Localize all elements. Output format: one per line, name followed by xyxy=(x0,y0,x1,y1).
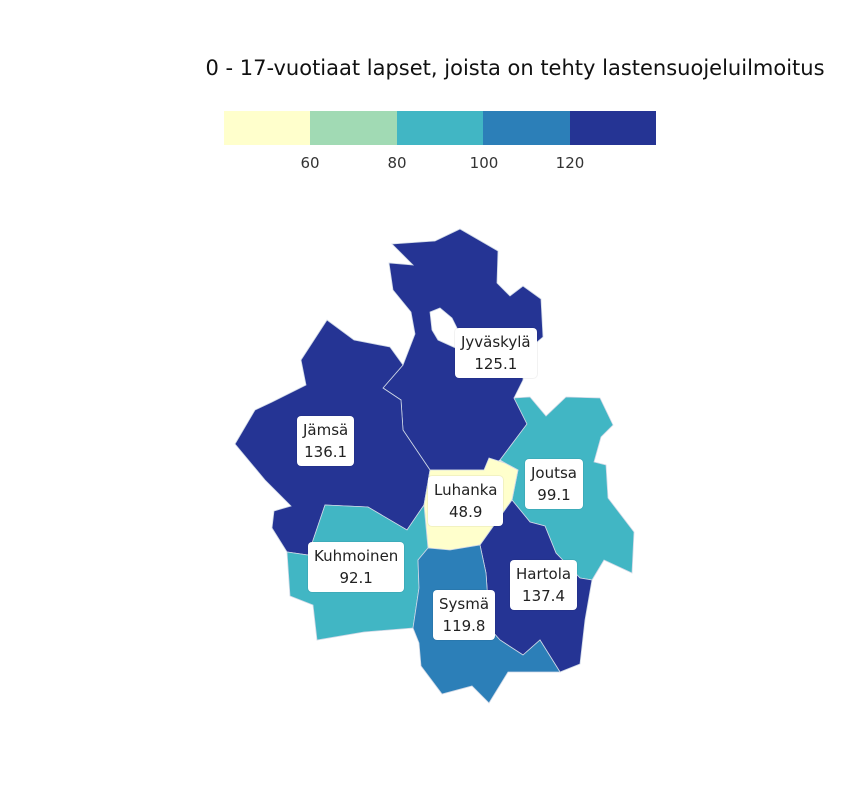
label-luhanka-name: Luhanka xyxy=(434,481,498,499)
label-joutsa: Joutsa 99.1 xyxy=(525,459,583,509)
legend-tick-80: 80 xyxy=(387,154,407,172)
label-hartola-value: 137.4 xyxy=(522,587,565,605)
legend-swatch-4 xyxy=(483,111,570,145)
label-jamsa-value: 136.1 xyxy=(304,443,348,461)
label-luhanka: Luhanka 48.9 xyxy=(428,476,504,526)
legend-tick-120: 120 xyxy=(555,154,585,172)
label-jamsa-name: Jämsä xyxy=(303,421,349,439)
label-kuhmoinen-name: Kuhmoinen xyxy=(314,547,399,565)
label-jyvaskyla-value: 125.1 xyxy=(474,355,518,373)
label-joutsa-value: 99.1 xyxy=(537,486,571,504)
label-sysma: Sysmä 119.8 xyxy=(433,590,496,640)
label-kuhmoinen: Kuhmoinen 92.1 xyxy=(308,542,405,592)
label-sysma-value: 119.8 xyxy=(442,617,486,635)
legend-swatch-5 xyxy=(569,111,657,145)
legend-tick-100: 100 xyxy=(469,154,499,172)
label-jyvaskyla-name: Jyväskylä xyxy=(461,333,531,351)
legend-tick-60: 60 xyxy=(300,154,320,172)
label-sysma-name: Sysmä xyxy=(439,595,490,613)
region-sysma[interactable] xyxy=(412,544,561,704)
label-hartola-name: Hartola xyxy=(516,565,572,583)
label-joutsa-name: Joutsa xyxy=(531,464,577,482)
legend-swatch-1 xyxy=(224,111,311,145)
label-hartola: Hartola 137.4 xyxy=(510,560,578,610)
legend-swatch-2 xyxy=(310,111,397,145)
map-title: 0 - 17-vuotiaat lapset, joista on tehty … xyxy=(205,56,825,80)
label-jyvaskyla: Jyväskylä 125.1 xyxy=(455,328,537,378)
label-jamsa: Jämsä 136.1 xyxy=(297,416,355,466)
label-luhanka-value: 48.9 xyxy=(449,503,483,521)
legend-swatch-3 xyxy=(396,111,484,145)
label-kuhmoinen-value: 92.1 xyxy=(339,569,373,587)
color-legend xyxy=(224,111,657,145)
